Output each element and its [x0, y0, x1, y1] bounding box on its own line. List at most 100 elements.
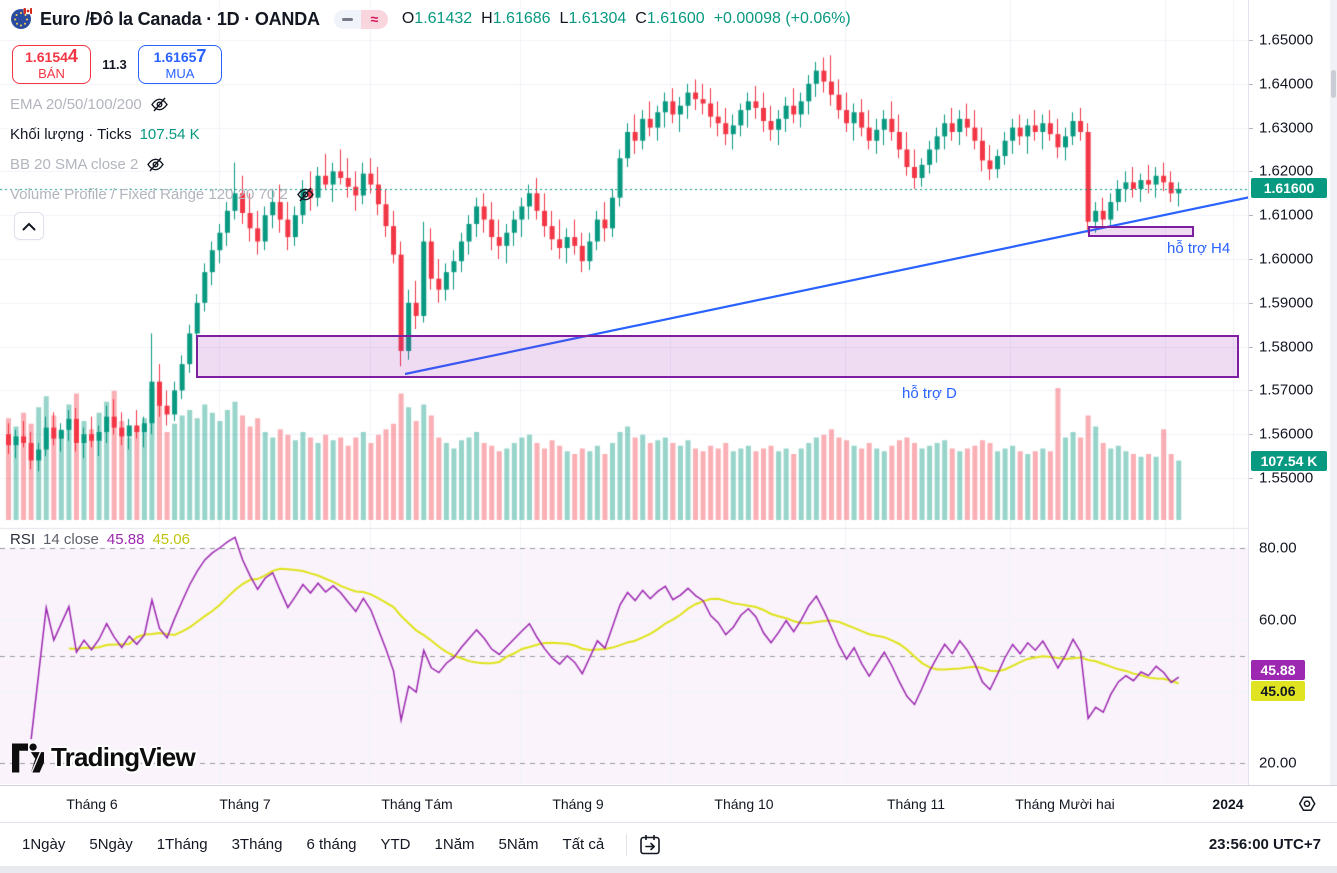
rsi-ma-value-badge: 45.06: [1251, 681, 1305, 702]
price-axis-tick: [1249, 259, 1253, 260]
indicator-label[interactable]: EMA 20/50/100/200: [10, 95, 142, 113]
buy-button[interactable]: 1.61657 MUA: [138, 45, 222, 84]
price-axis-label: 1.64000: [1259, 75, 1314, 93]
ohlc-readout: O1.61432 H1.61686 L1.61304 C1.61600 +0.0…: [401, 10, 851, 27]
volume-value: 107.54 K: [139, 125, 200, 143]
support-zone-daily-label[interactable]: hỗ trợ D: [902, 385, 957, 402]
high-value: 1.61686: [492, 10, 551, 27]
window-bottom-strip: [0, 866, 1337, 873]
indicator-label[interactable]: Volume Profile / Fixed Range 120 20 70 2: [10, 185, 288, 203]
price-axis-label: 1.55000: [1259, 469, 1314, 487]
trade-panel: 1.61544 BÁN 11.3 1.61657 MUA: [12, 45, 222, 84]
indicator-row-volume[interactable]: Khối lượng · Ticks 107.54 K: [10, 124, 200, 144]
range-button[interactable]: 1Tháng: [156, 836, 208, 853]
rsi-label[interactable]: RSI: [10, 531, 36, 548]
time-axis-month-label: Tháng Mười hai: [1015, 796, 1115, 812]
range-button[interactable]: YTD: [380, 836, 411, 853]
chart-canvas[interactable]: [0, 0, 1248, 785]
rsi-axis-label: 60.00: [1259, 611, 1297, 629]
time-axis-month-label: Tháng 6: [66, 796, 118, 812]
minus-toggle[interactable]: [333, 9, 361, 29]
eye-off-icon[interactable]: [146, 155, 165, 174]
range-button[interactable]: Tất cả: [562, 836, 605, 853]
price-axis-tick: [1249, 434, 1253, 436]
scrollbar-thumb[interactable]: [1331, 70, 1336, 98]
time-axis-month-label: Tháng 11: [886, 796, 946, 812]
price-axis-label: 1.59000: [1259, 294, 1314, 312]
price-axis[interactable]: 1.65000 1.64000 1.63000 1.62000 1.61000 1.600…: [1248, 0, 1330, 785]
bottom-toolbar: 1Ngày 5Ngày 1Tháng 3Tháng 6 tháng YTD 1Năm 5Năm…: [0, 822, 1337, 866]
tradingview-logo-text: TradingView: [51, 742, 196, 772]
change-value: +0.00098 (+0.06%): [713, 10, 851, 27]
spread-value: 11.3: [102, 57, 127, 72]
approx-toggle[interactable]: ≈: [360, 9, 388, 29]
time-axis-year-label: 2024: [1212, 796, 1244, 812]
range-button[interactable]: 3Tháng: [231, 836, 283, 853]
go-to-date-icon[interactable]: [637, 832, 663, 858]
sell-button[interactable]: 1.61544 BÁN: [12, 45, 91, 84]
eye-off-icon[interactable]: [150, 95, 169, 114]
price-axis-tick: [1249, 215, 1253, 217]
scales-settings-icon[interactable]: [1295, 793, 1319, 817]
tradingview-logo[interactable]: TradingView: [12, 742, 196, 773]
tradingview-logo-icon: [12, 742, 44, 773]
rsi-ma-value: 45.06: [152, 531, 190, 548]
price-axis-label: 1.65000: [1259, 31, 1314, 49]
date-range-buttons: 1Ngày 5Ngày 1Tháng 3Tháng 6 tháng YTD 1Năm 5Năm…: [10, 830, 616, 859]
rsi-value-badge: 45.88: [1251, 660, 1305, 681]
price-axis-label: 1.58000: [1259, 338, 1314, 356]
eye-off-icon[interactable]: [296, 185, 315, 204]
indicator-row-volume-profile[interactable]: Volume Profile / Fixed Range 120 20 70 2: [10, 184, 315, 204]
time-axis-month-label: Tháng 10: [714, 796, 774, 812]
support-zone-daily[interactable]: [196, 334, 1239, 379]
indicator-label[interactable]: BB 20 SMA close 2: [10, 155, 139, 173]
symbol-header: Euro /Đô la Canada · 1D · OANDA ≈ O1.614…: [10, 7, 851, 30]
rsi-pane-header: RSI 14 close 45.88 45.06: [10, 531, 190, 548]
indicator-row-bb[interactable]: BB 20 SMA close 2: [10, 154, 165, 174]
rsi-axis-label: 20.00: [1259, 754, 1297, 772]
vertical-scrollbar: [1330, 0, 1337, 785]
symbol-title[interactable]: Euro /Đô la Canada · 1D · OANDA: [40, 8, 320, 29]
price-axis-tick: [1249, 478, 1253, 479]
volume-badge: 107.54 K: [1251, 450, 1327, 471]
rsi-axis-label: 80.00: [1259, 539, 1297, 557]
range-button[interactable]: 1Năm: [434, 836, 475, 853]
price-axis-tick: [1249, 390, 1253, 392]
price-axis-label: 1.63000: [1259, 119, 1314, 137]
price-axis-label: 1.57000: [1259, 381, 1314, 399]
support-zone-h4[interactable]: [1088, 225, 1194, 237]
price-axis-tick: [1249, 171, 1253, 173]
price-axis-label: 1.62000: [1259, 162, 1314, 180]
price-axis-tick: [1249, 346, 1253, 348]
time-axis-month-label: Tháng Tám: [381, 796, 453, 812]
indicator-label[interactable]: Khối lượng · Ticks: [10, 125, 132, 143]
time-axis-month-label: Tháng 9: [552, 796, 604, 812]
close-value: 1.61600: [646, 10, 705, 27]
range-button[interactable]: 1Ngày: [22, 836, 66, 853]
symbol-flag-icon: [10, 7, 33, 30]
clock-timezone[interactable]: 23:56:00 UTC+7: [1208, 836, 1321, 853]
rsi-params: 14 close: [43, 531, 99, 548]
support-zone-h4-label[interactable]: hỗ trợ H4: [1167, 240, 1231, 257]
range-button[interactable]: 5Năm: [498, 836, 539, 853]
open-value: 1.61432: [414, 10, 473, 27]
time-axis-month-label: Tháng 7: [219, 796, 271, 812]
price-axis-label: 1.56000: [1259, 425, 1314, 443]
last-price-badge: 1.61600: [1251, 177, 1327, 198]
time-axis[interactable]: Tháng 6 Tháng 7 Tháng Tám Tháng 9 Tháng 10 Th…: [0, 785, 1337, 822]
price-axis-tick: [1249, 83, 1253, 85]
price-axis-tick: [1249, 302, 1253, 304]
range-button[interactable]: 5Ngày: [89, 836, 133, 853]
collapse-legend-button[interactable]: [14, 212, 44, 240]
indicator-row-ema[interactable]: EMA 20/50/100/200: [10, 94, 169, 114]
range-button[interactable]: 6 tháng: [306, 836, 357, 853]
price-axis-tick: [1249, 40, 1253, 41]
bid-ask-toggle: ≈: [333, 9, 388, 29]
price-axis-label: 1.60000: [1259, 250, 1314, 268]
rsi-value: 45.88: [106, 531, 145, 548]
price-axis-tick: [1249, 127, 1253, 129]
low-value: 1.61304: [568, 10, 627, 27]
toolbar-divider: [626, 833, 628, 856]
price-axis-label: 1.61000: [1259, 206, 1314, 224]
